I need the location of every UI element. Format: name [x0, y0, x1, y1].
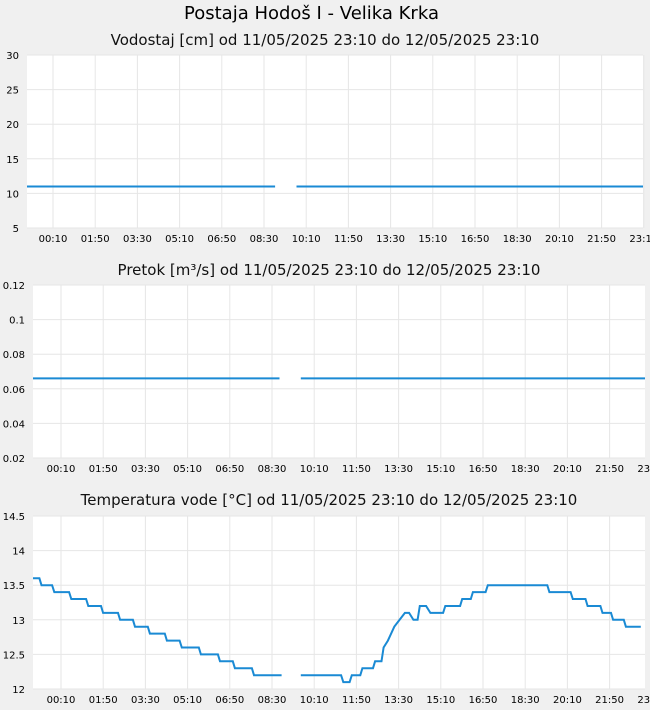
plot-area [27, 55, 643, 228]
x-tick-label: 21:50 [595, 464, 624, 475]
y-tick-label: 0.06 [3, 385, 25, 396]
x-tick-label: 01:50 [89, 464, 118, 475]
y-tick-label: 0.04 [3, 419, 25, 430]
x-tick-label: 06:50 [207, 234, 236, 245]
x-tick-label: 05:10 [165, 234, 194, 245]
x-tick-label: 10:10 [300, 695, 329, 706]
x-tick-label: 11:50 [334, 234, 363, 245]
x-tick-label: 18:30 [503, 234, 532, 245]
y-tick-label: 15 [6, 155, 19, 166]
chart-title: Temperatura vode [°C] od 11/05/2025 23:1… [80, 491, 578, 509]
x-tick-label: 03:30 [123, 234, 152, 245]
x-tick-label: 15:10 [426, 695, 455, 706]
x-tick-label: 16:50 [469, 695, 498, 706]
chart-title: Vodostaj [cm] od 11/05/2025 23:10 do 12/… [111, 31, 540, 49]
x-tick-label: 08:30 [258, 695, 287, 706]
x-tick-label: 13:30 [376, 234, 405, 245]
x-tick-label: 03:30 [131, 695, 160, 706]
grid [27, 54, 645, 229]
x-tick-label: 05:10 [173, 464, 202, 475]
y-tick-label: 5 [13, 224, 19, 235]
x-tick-label: 18:30 [511, 695, 540, 706]
x-tick-label: 23:10 [629, 234, 650, 245]
x-tick-label: 20:10 [553, 464, 582, 475]
x-tick-label: 23:10 [637, 464, 650, 475]
y-tick-label: 10 [6, 189, 19, 200]
x-tick-label: 10:10 [292, 234, 321, 245]
x-tick-label: 13:30 [384, 695, 413, 706]
y-tick-label: 0.02 [3, 454, 25, 465]
x-tick-label: 01:50 [81, 234, 110, 245]
x-tick-label: 10:10 [300, 464, 329, 475]
y-tick-label: 25 [6, 86, 19, 97]
x-tick-label: 06:50 [215, 464, 244, 475]
x-tick-label: 00:10 [39, 234, 68, 245]
y-tick-label: 20 [6, 120, 19, 131]
grid [33, 515, 645, 690]
x-tick-label: 05:10 [173, 695, 202, 706]
x-tick-label: 13:30 [384, 464, 413, 475]
chart-title: Pretok [m³/s] od 11/05/2025 23:10 do 12/… [118, 261, 541, 279]
data-series [33, 577, 641, 684]
y-tick-label: 0.1 [9, 316, 25, 327]
x-tick-label: 21:50 [595, 695, 624, 706]
x-tick-label: 08:30 [250, 234, 279, 245]
series-line-segment [300, 584, 641, 684]
x-tick-label: 20:10 [545, 234, 574, 245]
y-tick-label: 0.08 [3, 350, 25, 361]
x-tick-label: 11:50 [342, 464, 371, 475]
x-tick-label: 08:30 [258, 464, 287, 475]
y-tick-label: 12.5 [3, 650, 25, 661]
x-tick-label: 01:50 [89, 695, 118, 706]
x-tick-label: 15:10 [426, 464, 455, 475]
x-tick-label: 23:10 [637, 695, 650, 706]
plot-area [33, 516, 645, 689]
y-tick-label: 0.12 [3, 281, 25, 292]
x-tick-label: 11:50 [342, 695, 371, 706]
x-tick-label: 15:10 [418, 234, 447, 245]
x-tick-label: 03:30 [131, 464, 160, 475]
y-tick-label: 13.5 [3, 581, 25, 592]
series-line-segment [33, 577, 282, 677]
x-tick-label: 20:10 [553, 695, 582, 706]
x-tick-label: 16:50 [469, 464, 498, 475]
x-tick-label: 00:10 [47, 464, 76, 475]
y-tick-label: 12 [12, 685, 25, 696]
y-tick-label: 14 [12, 547, 25, 558]
plot-area [33, 285, 645, 458]
x-tick-label: 00:10 [47, 695, 76, 706]
x-tick-label: 18:30 [511, 464, 540, 475]
y-tick-label: 13 [12, 616, 25, 627]
y-tick-label: 14.5 [3, 512, 25, 523]
x-tick-label: 16:50 [461, 234, 490, 245]
x-tick-label: 21:50 [587, 234, 616, 245]
y-tick-label: 30 [6, 51, 19, 62]
page-title: Postaja Hodoš I - Velika Krka [184, 3, 439, 24]
grid [33, 284, 645, 459]
x-tick-label: 06:50 [215, 695, 244, 706]
